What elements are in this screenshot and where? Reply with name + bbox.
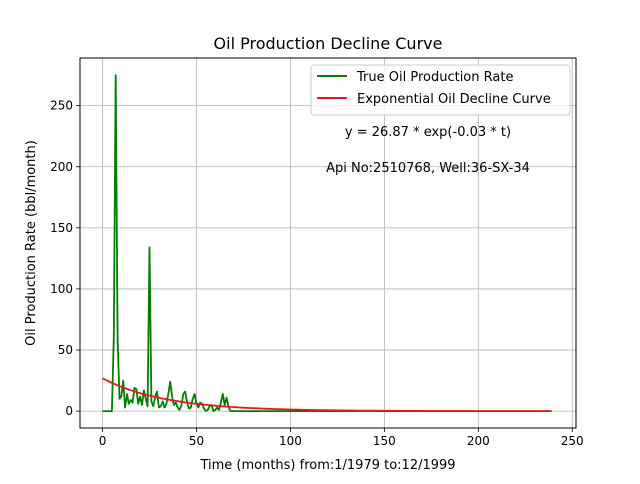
y-tick-label: 150 [50, 221, 73, 235]
x-tick-label: 150 [373, 434, 396, 448]
legend-label-exponential: Exponential Oil Decline Curve [357, 92, 551, 107]
y-tick-label: 200 [50, 160, 73, 174]
x-tick-label: 200 [467, 434, 490, 448]
x-tick-label: 100 [279, 434, 302, 448]
y-tick-label: 100 [50, 282, 73, 296]
legend: True Oil Production Rate Exponential Oil… [310, 64, 571, 116]
y-axis-label: Oil Production Rate (bbl/month) [24, 140, 39, 346]
tick-layer: 0 50 100 150 200 250 0 50 100 150 200 250 [50, 99, 584, 448]
legend-box [310, 64, 571, 116]
legend-label-true-oil: True Oil Production Rate [356, 70, 513, 85]
x-axis-label: Time (months) from:1/1979 to:12/1999 [199, 458, 455, 473]
plot-area [80, 58, 576, 428]
well-annotation: Api No:2510768, Well:36-SX-34 [326, 161, 530, 176]
chart-title: Oil Production Decline Curve [214, 34, 443, 53]
x-tick-label: 50 [189, 434, 204, 448]
series-line-exponential [102, 377, 552, 413]
series-layer [102, 74, 552, 413]
equation-annotation: y = 26.87 * exp(-0.03 * t) [345, 125, 511, 140]
y-tick-label: 50 [58, 343, 73, 357]
x-tick-label: 250 [561, 434, 584, 448]
x-tick-label: 0 [99, 434, 107, 448]
y-tick-label: 250 [50, 99, 73, 113]
plot-frame [79, 57, 577, 429]
series-line-true-oil [102, 74, 552, 413]
y-tick-label: 0 [65, 404, 73, 418]
